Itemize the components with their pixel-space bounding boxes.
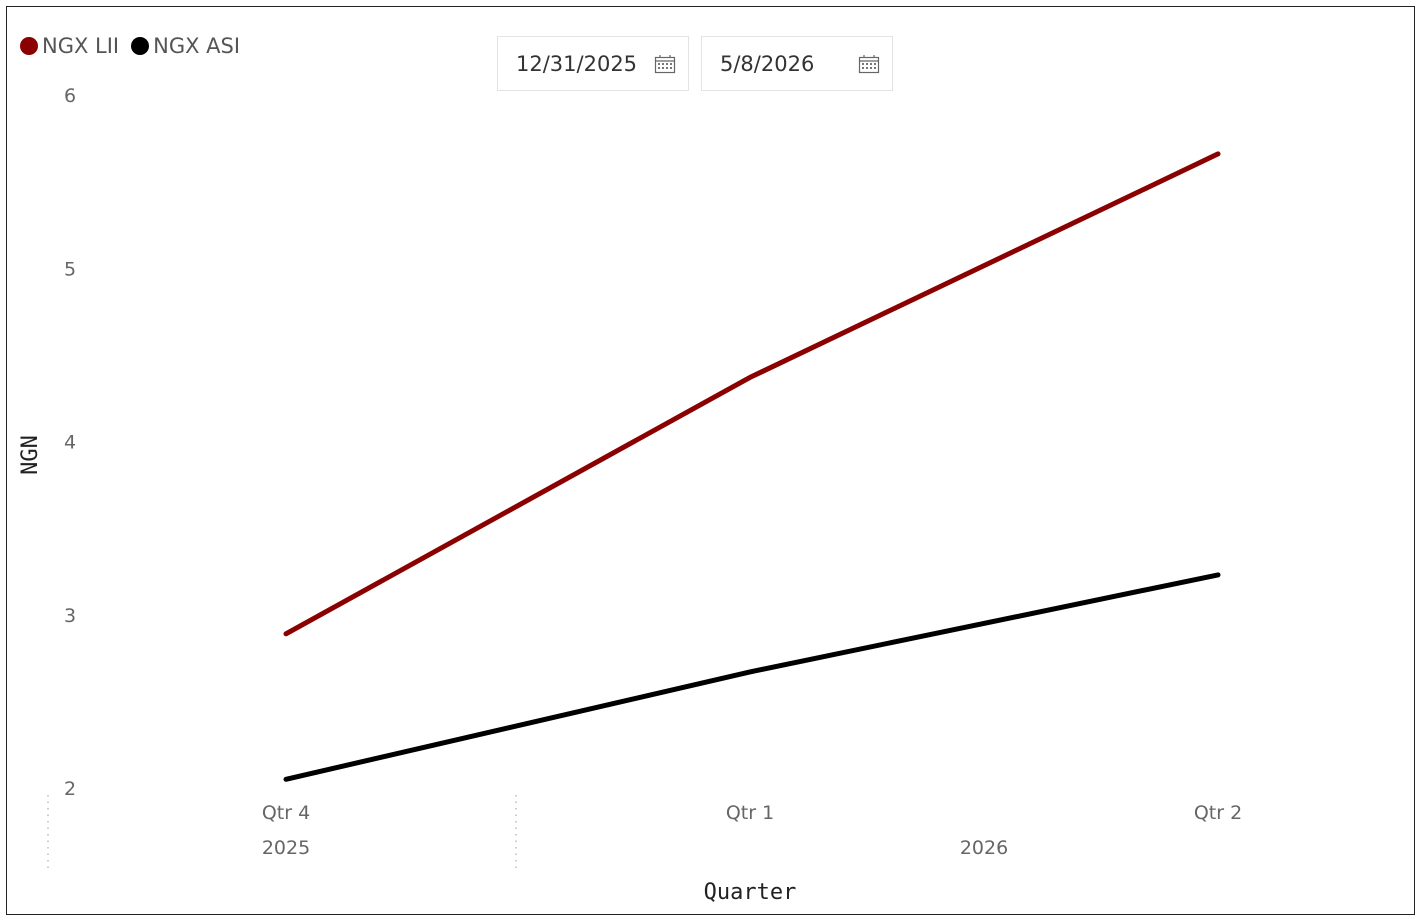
- x-axis-title: Quarter: [704, 880, 797, 905]
- calendar-icon[interactable]: [858, 54, 880, 74]
- series-line-ngx-lii[interactable]: [283, 151, 1221, 637]
- legend-dot-ngx-asi: [131, 37, 150, 55]
- y-tick-label: 2: [64, 778, 76, 800]
- x-tick-label: Qtr 2: [1194, 802, 1242, 824]
- start-date-input[interactable]: 12/31/2025: [497, 36, 689, 91]
- x-group-label: 2025: [262, 837, 310, 859]
- x-axis-ticks: Qtr 4 Qtr 1 Qtr 2 2025 2026: [47, 795, 1242, 868]
- legend-item-ngx-lii[interactable]: NGX LII: [20, 34, 119, 58]
- calendar-icon[interactable]: [654, 54, 676, 74]
- y-axis-ticks: 2 3 4 5 6: [64, 85, 76, 800]
- legend: NGX LII NGX ASI: [20, 34, 252, 58]
- end-date-input[interactable]: 5/8/2026: [701, 36, 893, 91]
- x-group-label: 2026: [960, 837, 1008, 859]
- legend-dot-ngx-lii: [20, 37, 38, 55]
- y-tick-label: 6: [64, 85, 76, 107]
- y-axis-title: NGN: [18, 435, 43, 475]
- x-tick-label: Qtr 1: [726, 802, 774, 824]
- y-tick-label: 4: [64, 432, 76, 454]
- legend-item-ngx-asi[interactable]: NGX ASI: [131, 34, 240, 58]
- x-tick-label: Qtr 4: [262, 802, 310, 824]
- y-tick-label: 5: [64, 258, 76, 280]
- end-date-value: 5/8/2026: [720, 51, 815, 76]
- legend-label-ngx-lii: NGX LII: [42, 34, 120, 58]
- series-lines: [283, 151, 1221, 782]
- chart-frame: [6, 6, 1415, 915]
- start-date-value: 12/31/2025: [516, 51, 638, 76]
- y-tick-label: 3: [64, 605, 76, 627]
- legend-label-ngx-asi: NGX ASI: [153, 34, 241, 58]
- series-line-ngx-asi[interactable]: [283, 572, 1221, 782]
